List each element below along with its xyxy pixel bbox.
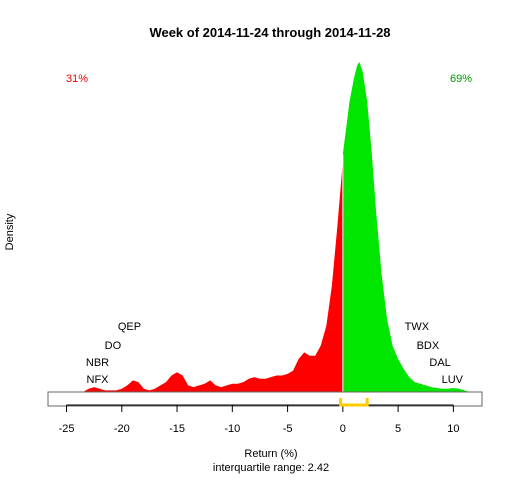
x-tick-label: 0 bbox=[340, 423, 346, 435]
iqr-subtitle: interquartile range: 2.42 bbox=[213, 462, 329, 474]
ticker-label: NBR bbox=[86, 357, 109, 369]
ticker-label: BDX bbox=[417, 340, 440, 352]
x-tick-label: 5 bbox=[395, 423, 401, 435]
positive-density-area bbox=[342, 62, 470, 392]
x-tick-label: -15 bbox=[169, 423, 185, 435]
ticker-label: NFX bbox=[87, 374, 110, 386]
ticker-label: DAL bbox=[429, 357, 450, 369]
iqr-bracket bbox=[339, 398, 369, 407]
positive-share-label: 69% bbox=[450, 73, 472, 85]
ticker-label: DO bbox=[105, 340, 122, 352]
x-tick-label: -20 bbox=[114, 423, 130, 435]
y-axis-label: Density bbox=[4, 213, 16, 250]
chart-title: Week of 2014-11-24 through 2014-11-28 bbox=[149, 25, 390, 40]
ticker-label: QEP bbox=[118, 321, 141, 333]
ticker-label: TWX bbox=[405, 321, 430, 333]
x-tick-label: -10 bbox=[224, 423, 240, 435]
ticker-annotations: QEP DO NBR NFX TWX BDX DAL LUV bbox=[86, 321, 464, 386]
ticker-label: LUV bbox=[442, 374, 464, 386]
x-tick-label: -25 bbox=[59, 423, 75, 435]
negative-share-label: 31% bbox=[66, 73, 88, 85]
negative-density-area bbox=[83, 154, 343, 392]
density-areas bbox=[83, 62, 470, 392]
x-tick-label: 10 bbox=[447, 423, 459, 435]
x-axis: -25 -20 -15 -10 -5 0 5 10 bbox=[59, 404, 459, 435]
x-axis-label: Return (%) bbox=[244, 448, 297, 460]
plot-frame bbox=[47, 391, 483, 407]
x-tick-label: -5 bbox=[283, 423, 293, 435]
